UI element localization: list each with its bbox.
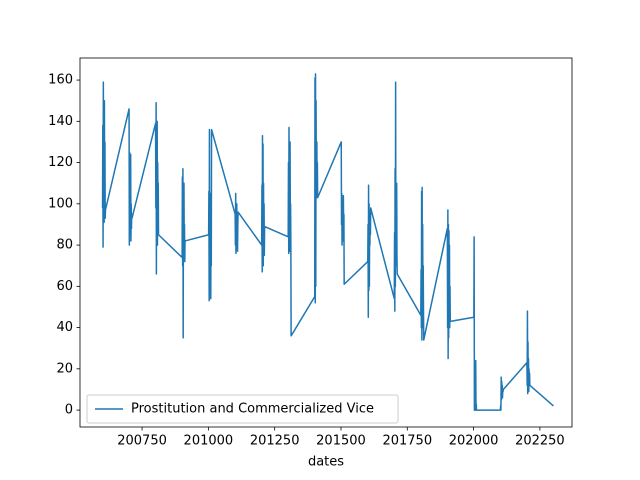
legend-box [86,394,399,424]
x-tick-label: 201500 [316,434,366,449]
y-tick-label: 100 [48,196,73,211]
y-tick-label: 120 [48,155,73,170]
x-tick-label: 201750 [382,434,432,449]
y-tick-label: 0 [65,403,73,418]
x-tick-label: 200750 [117,434,167,449]
x-tick-label: 202250 [515,434,565,449]
y-tick-label: 60 [56,279,73,294]
x-tick-label: 202000 [449,434,499,449]
data-line [101,73,554,411]
y-tick-label: 80 [56,238,73,253]
x-axis-label: dates [308,455,344,470]
x-tick-label: 201250 [250,434,300,449]
y-tick-label: 20 [56,361,73,376]
x-tick-label: 201000 [184,434,234,449]
y-tick-label: 160 [48,73,73,88]
y-tick-label: 140 [48,114,73,129]
plot-frame [79,57,573,428]
legend-label: Prostitution and Commercialized Vice [131,402,374,417]
y-tick-label: 40 [56,320,73,335]
